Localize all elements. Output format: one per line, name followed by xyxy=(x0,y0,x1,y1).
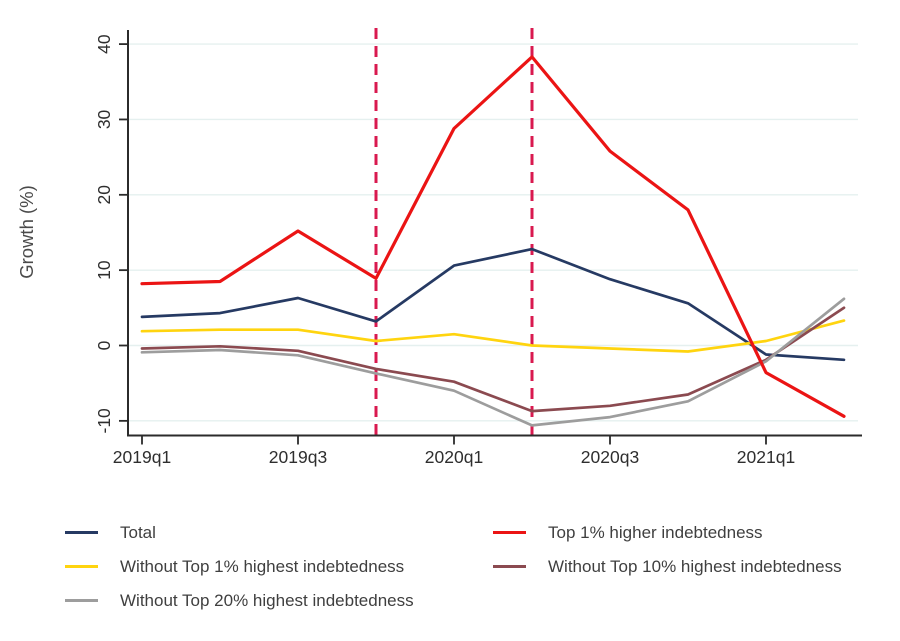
series-line-without-top-20-percent xyxy=(140,297,846,427)
legend-label: Without Top 20% highest indebtedness xyxy=(120,590,414,610)
legend-label: Without Top 1% highest indebtedness xyxy=(120,556,405,576)
series-line-total xyxy=(140,247,846,362)
legend-swatch-without-top-20-percent xyxy=(65,598,98,603)
x-tick-label: 2020q1 xyxy=(425,447,483,467)
y-axis-title: Growth (%) xyxy=(16,185,37,279)
legend-swatch-top-1-percent xyxy=(493,530,526,535)
line-chart-plot-area: 40 30 20 10 0 -10 2019q1 2019q3 2020q1 2020q3 2021… xyxy=(16,28,862,467)
y-tick-label: 40 xyxy=(94,34,114,54)
legend-item-top-1-percent: Top 1% higher indebtedness xyxy=(493,522,842,543)
legend-label: Total xyxy=(120,522,156,542)
y-tick-label: 10 xyxy=(94,260,114,280)
y-tick-label: 30 xyxy=(94,109,114,129)
legend-item-without-top-20-percent: Without Top 20% highest indebtedness xyxy=(65,590,493,611)
legend-label: Without Top 10% highest indebtedness xyxy=(548,556,842,576)
x-tick-label: 2019q1 xyxy=(113,447,171,467)
series-line-without-top-1-percent xyxy=(140,319,846,353)
legend-label: Top 1% higher indebtedness xyxy=(548,522,763,542)
chart-legend: Total Top 1% higher indebtedness Without T… xyxy=(65,522,842,611)
y-tick-label: 0 xyxy=(94,340,114,350)
series-line-top-1-percent xyxy=(140,55,846,418)
legend-swatch-without-top-1-percent xyxy=(65,564,98,569)
legend-swatch-without-top-10-percent xyxy=(493,564,526,569)
legend-item-without-top-1-percent: Without Top 1% highest indebtedness xyxy=(65,556,493,577)
legend-item-without-top-10-percent: Without Top 10% highest indebtedness xyxy=(493,556,842,577)
x-tick-label: 2020q3 xyxy=(581,447,639,467)
legend-swatch-total xyxy=(65,530,98,535)
x-tick-label: 2021q1 xyxy=(737,447,795,467)
y-tick-label: -10 xyxy=(94,408,114,434)
legend-item-total: Total xyxy=(65,522,493,543)
series-line-without-top-10-percent xyxy=(140,306,846,413)
x-tick-label: 2019q3 xyxy=(269,447,327,467)
y-tick-label: 20 xyxy=(94,185,114,205)
